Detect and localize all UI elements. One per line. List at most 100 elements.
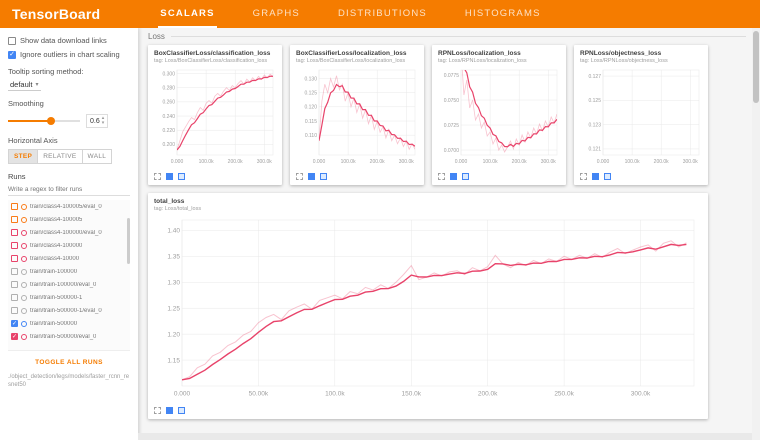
run-radio-icon[interactable] [21, 321, 27, 327]
run-item[interactable]: train/train-100000/eval_0 [8, 278, 130, 291]
run-item[interactable]: ✓train/train-500000 [8, 317, 130, 330]
run-checkbox[interactable] [11, 294, 18, 301]
smoothing-slider[interactable] [8, 120, 80, 122]
tag-group-label[interactable]: Loss [148, 32, 165, 41]
vertical-scrollbar-thumb[interactable] [753, 31, 759, 103]
tooltip-sort-dropdown[interactable]: default ▾ [8, 79, 41, 91]
run-checkbox[interactable] [11, 216, 18, 223]
run-item[interactable]: train/class4-100005/eval_0 [8, 200, 130, 213]
chart-toolbar [580, 173, 702, 182]
pin-card-icon[interactable] [604, 173, 611, 180]
svg-text:50.00k: 50.00k [249, 391, 269, 398]
chart-plot-area[interactable]: 1.151.201.251.301.351.400.00050.00k100.0… [154, 214, 702, 400]
app-header: TensorBoard SCALARSGRAPHSDISTRIBUTIONSHI… [0, 0, 760, 28]
fit-domain-icon[interactable] [308, 173, 315, 180]
expand-icon[interactable] [438, 173, 445, 180]
run-label: train/class4-100005 [30, 217, 82, 223]
run-radio-icon[interactable] [21, 334, 27, 340]
pin-card-icon[interactable] [178, 173, 185, 180]
run-radio-icon[interactable] [21, 230, 27, 236]
chart-tag: tag: Loss/RPNLoss/objectness_loss [580, 58, 702, 64]
runs-list: train/class4-100005/eval_0 train/class4-1… [8, 200, 130, 351]
svg-text:0.000: 0.000 [455, 159, 468, 165]
fit-domain-icon[interactable] [450, 173, 457, 180]
svg-text:0.000: 0.000 [597, 159, 610, 165]
smoothing-label: Smoothing [8, 99, 130, 108]
run-radio-icon[interactable] [21, 282, 27, 288]
checkbox-icon[interactable] [8, 37, 16, 45]
chart-plot-area[interactable]: 0.1210.1230.1250.1270.000100.0k200.0k300… [580, 66, 702, 166]
axis-button-step[interactable]: STEP [8, 149, 38, 164]
horizontal-axis-toggle: STEPRELATIVEWALL [8, 149, 112, 164]
axis-button-relative[interactable]: RELATIVE [38, 149, 82, 164]
tab-graphs[interactable]: GRAPHS [251, 0, 302, 28]
run-radio-icon[interactable] [21, 256, 27, 262]
vertical-scrollbar[interactable] [752, 28, 760, 440]
run-item[interactable]: train/class4-10000 [8, 252, 130, 265]
tab-distributions[interactable]: DISTRIBUTIONS [336, 0, 429, 28]
run-label: train/train-100000/eval_0 [30, 282, 96, 288]
chart-plot-area[interactable]: 0.07000.07250.07500.07750.000100.0k200.0… [438, 66, 560, 166]
run-item[interactable]: train/train-500000-1 [8, 291, 130, 304]
horizontal-scrollbar[interactable] [138, 433, 752, 440]
smoothing-section: Smoothing 0.6 ▴▾ [8, 99, 130, 128]
pin-card-icon[interactable] [178, 407, 185, 414]
run-checkbox[interactable]: ✓ [11, 320, 18, 327]
pin-card-icon[interactable] [462, 173, 469, 180]
run-radio-icon[interactable] [21, 204, 27, 210]
run-checkbox[interactable] [11, 203, 18, 210]
chart-plot-area[interactable]: 0.1100.1150.1200.1250.1300.000100.0k200.… [296, 66, 418, 166]
chart-title: RPNLoss/localization_loss [438, 50, 560, 57]
run-item[interactable]: train/class4-100000/eval_0 [8, 226, 130, 239]
svg-text:0.130: 0.130 [304, 76, 317, 82]
run-item[interactable]: train/class4-100005 [8, 213, 130, 226]
fit-domain-icon[interactable] [166, 173, 173, 180]
run-item[interactable]: train/class4-100000 [8, 239, 130, 252]
runs-filter-input[interactable] [8, 184, 130, 196]
sidebar-checkbox-row[interactable]: ✓Ignore outliers in chart scaling [8, 50, 130, 59]
run-item[interactable]: ✓train/train-500000/eval_0 [8, 330, 130, 343]
toggle-all-runs-button[interactable]: TOGGLE ALL RUNS [8, 356, 130, 369]
scalar-cards-row: BoxClassifierLoss/classification_losstag… [148, 45, 746, 185]
checkbox-label: Show data download links [20, 36, 107, 45]
checkbox-icon[interactable]: ✓ [8, 51, 16, 59]
tab-histograms[interactable]: HISTOGRAMS [463, 0, 543, 28]
chart-title: total_loss [154, 198, 702, 205]
run-radio-icon[interactable] [21, 217, 27, 223]
expand-icon[interactable] [154, 407, 161, 414]
axis-button-wall[interactable]: WALL [83, 149, 113, 164]
svg-text:300.0k: 300.0k [541, 159, 557, 165]
runs-list-scrollbar[interactable] [127, 218, 130, 264]
chart-title: BoxClassifierLoss/localization_loss [296, 50, 418, 57]
run-item[interactable]: train/train-100000 [8, 265, 130, 278]
sidebar-checkbox-row[interactable]: Show data download links [8, 36, 130, 45]
run-checkbox[interactable] [11, 229, 18, 236]
run-radio-icon[interactable] [21, 295, 27, 301]
svg-text:300.0k: 300.0k [683, 159, 699, 165]
spinner-icon[interactable]: ▴▾ [102, 116, 105, 126]
svg-text:0.125: 0.125 [304, 90, 317, 96]
fit-domain-icon[interactable] [166, 407, 173, 414]
run-checkbox[interactable] [11, 281, 18, 288]
fit-domain-icon[interactable] [592, 173, 599, 180]
expand-icon[interactable] [580, 173, 587, 180]
tag-group-divider [171, 36, 746, 37]
run-checkbox[interactable] [11, 255, 18, 262]
run-item[interactable]: train/train-500000-1/eval_0 [8, 304, 130, 317]
run-radio-icon[interactable] [21, 243, 27, 249]
svg-text:0.125: 0.125 [588, 98, 601, 104]
run-checkbox[interactable] [11, 268, 18, 275]
pin-card-icon[interactable] [320, 173, 327, 180]
smoothing-slider-knob[interactable] [47, 117, 55, 125]
run-radio-icon[interactable] [21, 269, 27, 275]
main-content: Loss BoxClassifierLoss/classification_lo… [138, 28, 760, 440]
expand-icon[interactable] [296, 173, 303, 180]
run-checkbox[interactable] [11, 307, 18, 314]
expand-icon[interactable] [154, 173, 161, 180]
chart-plot-area[interactable]: 0.2000.2200.2400.2600.2800.3000.000100.0… [154, 66, 276, 166]
run-checkbox[interactable] [11, 242, 18, 249]
smoothing-value-box[interactable]: 0.6 ▴▾ [86, 114, 108, 128]
run-checkbox[interactable]: ✓ [11, 333, 18, 340]
tab-scalars[interactable]: SCALARS [158, 0, 216, 28]
run-radio-icon[interactable] [21, 308, 27, 314]
